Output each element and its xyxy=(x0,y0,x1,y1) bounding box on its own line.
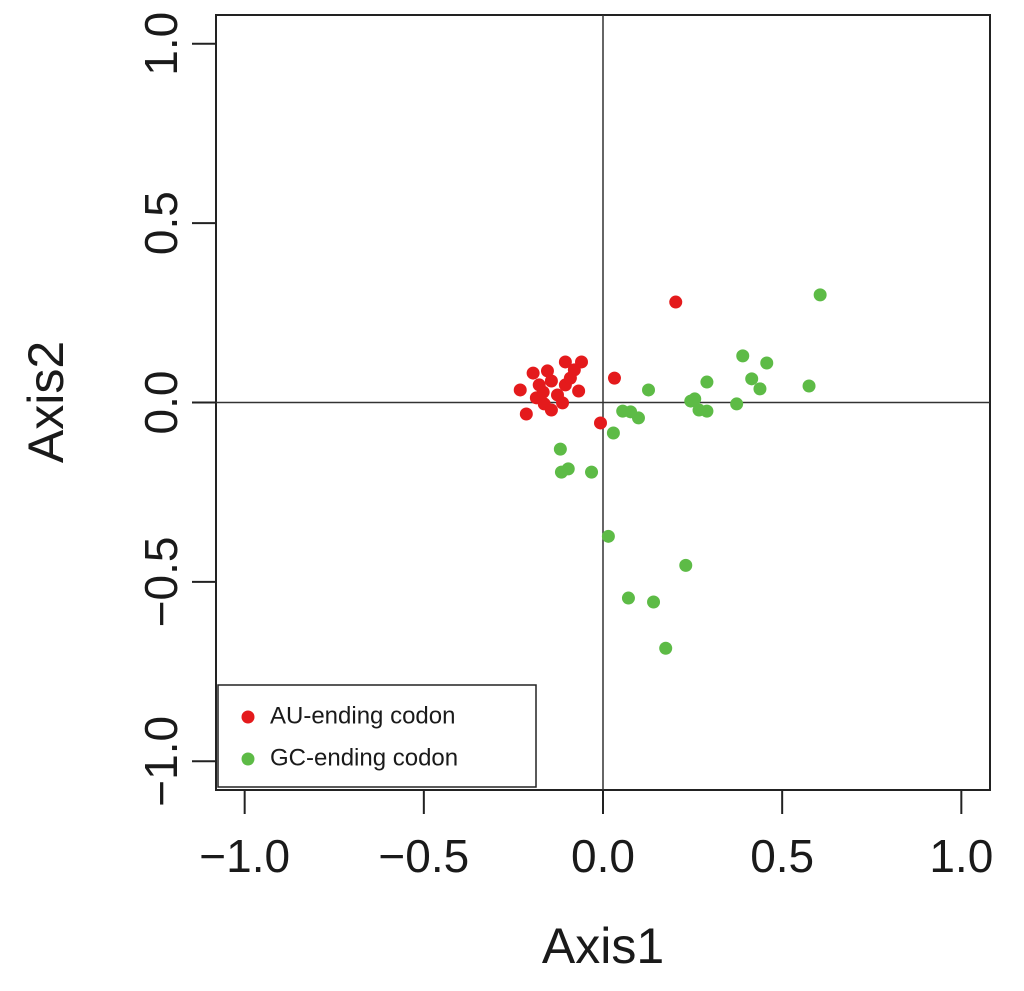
point xyxy=(760,356,774,370)
point xyxy=(607,371,621,385)
point xyxy=(572,384,586,398)
legend-label: AU-ending codon xyxy=(270,702,455,729)
y-tick-label: 0.5 xyxy=(135,191,187,255)
y-tick-label: −0.5 xyxy=(135,536,187,627)
legend-box xyxy=(217,684,537,788)
point xyxy=(536,385,550,399)
point xyxy=(642,383,656,397)
point xyxy=(575,355,588,369)
point xyxy=(593,416,607,430)
point xyxy=(813,288,827,302)
x-tick-label: 0.0 xyxy=(571,830,635,882)
point xyxy=(659,641,673,655)
legend-label: GC-ending codon xyxy=(270,744,458,771)
point xyxy=(616,404,630,418)
point xyxy=(753,382,767,396)
legend-marker xyxy=(241,710,255,724)
point xyxy=(736,349,750,363)
point xyxy=(692,403,706,417)
point xyxy=(540,364,554,378)
x-tick-label: −1.0 xyxy=(199,830,290,882)
x-tick-label: 0.5 xyxy=(750,830,814,882)
point xyxy=(669,295,683,309)
point xyxy=(526,366,540,380)
point xyxy=(558,355,572,369)
legend-marker xyxy=(241,752,255,766)
point xyxy=(556,396,570,410)
point xyxy=(544,374,558,388)
point xyxy=(519,407,533,421)
point xyxy=(544,403,558,417)
point xyxy=(684,394,698,408)
y-tick-label: 0.0 xyxy=(135,371,187,435)
point xyxy=(700,375,714,389)
point xyxy=(745,372,759,386)
x-tick-label: 1.0 xyxy=(929,830,993,882)
point xyxy=(647,595,661,609)
y-tick-label: 1.0 xyxy=(135,12,187,76)
y-tick-label: −1.0 xyxy=(135,716,187,807)
point xyxy=(621,591,635,605)
x-tick-label: −0.5 xyxy=(378,830,469,882)
point xyxy=(679,558,693,572)
point xyxy=(730,397,744,411)
point xyxy=(606,426,620,440)
point xyxy=(554,465,568,479)
point xyxy=(553,442,567,456)
point xyxy=(802,379,816,393)
y-axis-title: Axis2 xyxy=(18,341,74,463)
point xyxy=(601,529,615,543)
point xyxy=(585,465,599,479)
point xyxy=(513,383,527,397)
x-axis-title: Axis1 xyxy=(542,918,664,974)
